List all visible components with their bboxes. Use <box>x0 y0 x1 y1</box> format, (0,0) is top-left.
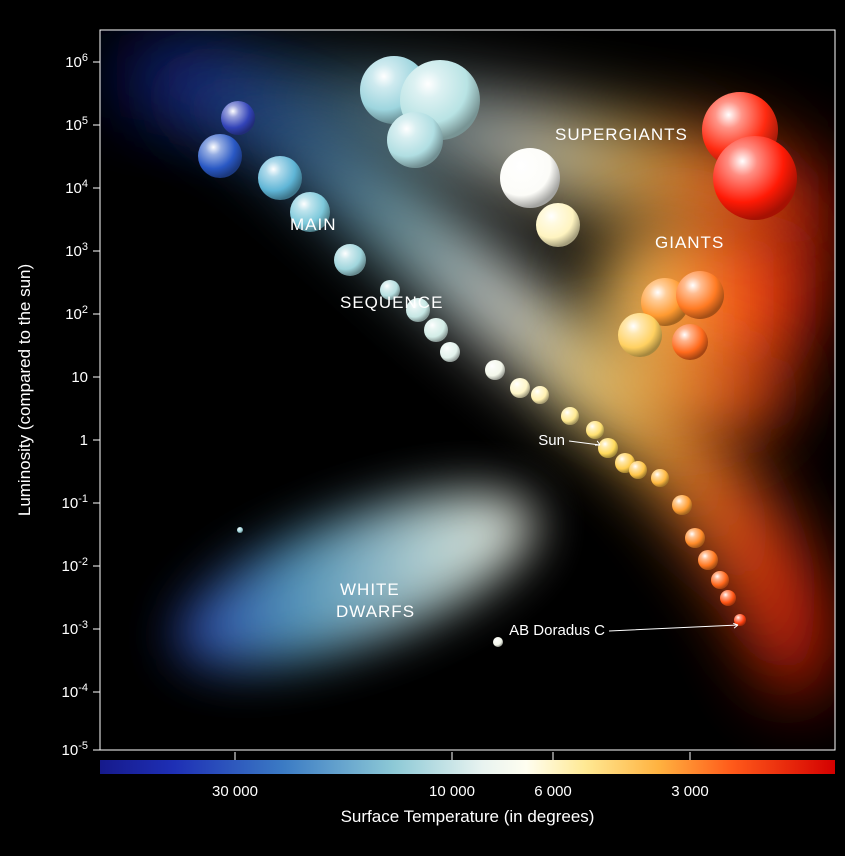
star <box>586 421 604 439</box>
star <box>536 203 580 247</box>
star <box>698 550 718 570</box>
star <box>685 528 705 548</box>
star <box>500 148 560 208</box>
hr-diagram: SUPERGIANTS GIANTS MAIN SEQUENCE WHITE DWARFS… <box>0 0 845 851</box>
y-axis-label: Luminosity (compared to the sun) <box>15 264 34 516</box>
star <box>221 101 255 135</box>
star <box>258 156 302 200</box>
callout-label: Sun <box>538 432 565 449</box>
star <box>440 342 460 362</box>
star <box>629 461 647 479</box>
region-label: SUPERGIANTS <box>555 125 688 144</box>
star <box>531 386 549 404</box>
temperature-colorbar <box>100 760 835 774</box>
star <box>598 438 618 458</box>
callout-label: AB Doradus C <box>509 622 605 639</box>
star <box>672 324 708 360</box>
star <box>561 407 579 425</box>
star <box>676 271 724 319</box>
region-label: WHITE <box>340 580 400 599</box>
star <box>485 360 505 380</box>
y-tick-label: 10 <box>71 369 88 386</box>
x-tick-label: 10 000 <box>429 783 475 800</box>
region-label: DWARFS <box>336 602 415 621</box>
star <box>720 590 736 606</box>
star <box>672 495 692 515</box>
star <box>713 136 797 220</box>
star <box>334 244 366 276</box>
region-label: GIANTS <box>655 233 724 252</box>
star <box>510 378 530 398</box>
star <box>651 469 669 487</box>
star <box>711 571 729 589</box>
y-tick-label: 1 <box>80 432 88 449</box>
x-tick-label: 30 000 <box>212 783 258 800</box>
star <box>493 637 503 647</box>
star <box>387 112 443 168</box>
region-label: MAIN <box>290 215 337 234</box>
star <box>237 527 243 533</box>
star <box>424 318 448 342</box>
region-label: SEQUENCE <box>340 293 443 312</box>
star <box>618 313 662 357</box>
x-tick-label: 3 000 <box>671 783 709 800</box>
x-tick-label: 6 000 <box>534 783 572 800</box>
x-axis-label: Surface Temperature (in degrees) <box>341 807 595 826</box>
star <box>198 134 242 178</box>
